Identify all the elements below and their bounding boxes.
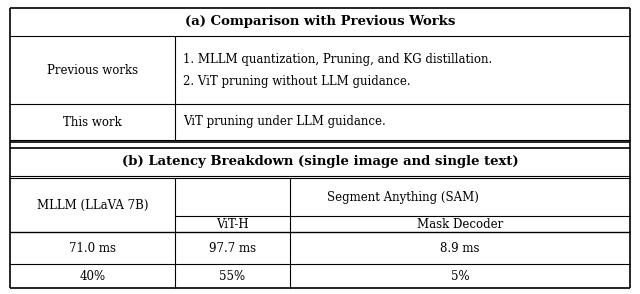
Text: ViT-H: ViT-H bbox=[216, 218, 249, 230]
Text: 5%: 5% bbox=[451, 270, 469, 283]
Text: 2. ViT pruning without LLM guidance.: 2. ViT pruning without LLM guidance. bbox=[183, 74, 411, 88]
Text: 97.7 ms: 97.7 ms bbox=[209, 241, 256, 255]
Text: Mask Decoder: Mask Decoder bbox=[417, 218, 503, 230]
Text: (a) Comparison with Previous Works: (a) Comparison with Previous Works bbox=[185, 16, 455, 29]
Text: 71.0 ms: 71.0 ms bbox=[69, 241, 116, 255]
Text: 1. MLLM quantization, Pruning, and KG distillation.: 1. MLLM quantization, Pruning, and KG di… bbox=[183, 53, 492, 66]
Text: 8.9 ms: 8.9 ms bbox=[440, 241, 480, 255]
Text: Previous works: Previous works bbox=[47, 64, 138, 76]
Text: ViT pruning under LLM guidance.: ViT pruning under LLM guidance. bbox=[183, 116, 386, 128]
Text: MLLM (LLaVA 7B): MLLM (LLaVA 7B) bbox=[36, 198, 148, 211]
Text: This work: This work bbox=[63, 116, 122, 128]
Text: 40%: 40% bbox=[79, 270, 106, 283]
Text: (b) Latency Breakdown (single image and single text): (b) Latency Breakdown (single image and … bbox=[122, 156, 518, 168]
Text: Segment Anything (SAM): Segment Anything (SAM) bbox=[326, 191, 479, 203]
Text: 55%: 55% bbox=[220, 270, 246, 283]
